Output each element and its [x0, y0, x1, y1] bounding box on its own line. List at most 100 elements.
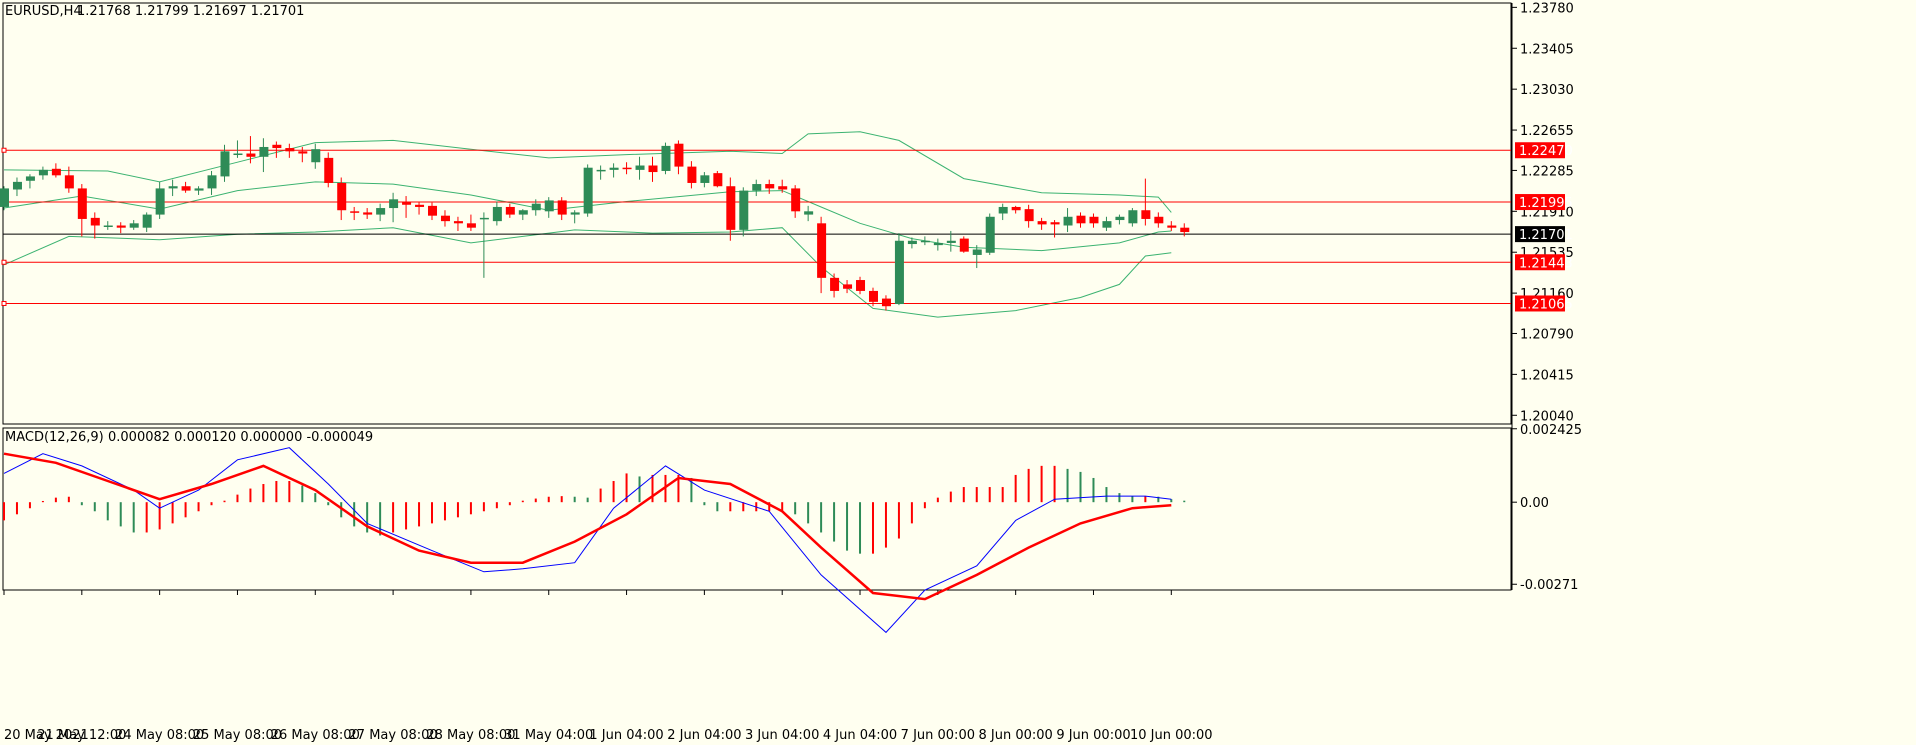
candle — [233, 140, 243, 158]
candle — [1063, 208, 1073, 233]
price-pane-frame — [2, 2, 1512, 425]
candle — [557, 197, 567, 221]
time-tick-label: 1 Jun 04:00 — [589, 728, 663, 743]
time-tick-label: 25 May 08:00 — [193, 728, 282, 743]
candle-body — [1167, 225, 1177, 228]
candle — [1154, 212, 1164, 228]
candle-body — [505, 206, 515, 215]
candle — [791, 185, 801, 218]
candle-body — [1089, 216, 1099, 224]
bid-price-tag — [1515, 226, 1565, 243]
level-anchor — [1, 259, 7, 265]
candle-body — [868, 290, 878, 302]
candle-body — [466, 223, 476, 228]
level-anchor — [1, 147, 7, 153]
candle-body — [518, 210, 528, 215]
candle — [830, 273, 840, 298]
ohlc-readout: 1.21768 1.21799 1.21697 1.21701 — [77, 4, 304, 19]
candle — [531, 199, 541, 216]
candle — [363, 208, 373, 219]
candle-body — [894, 240, 904, 305]
candle — [843, 280, 853, 294]
candle-body — [972, 249, 982, 255]
symbol-label: EURUSD,H4 — [5, 4, 82, 19]
candle — [324, 152, 334, 188]
level-price-tag — [1515, 295, 1565, 312]
level-anchor — [1, 300, 7, 306]
bid-price-label: 1.21701 — [1519, 228, 1573, 243]
candle — [583, 164, 593, 217]
candle — [492, 201, 502, 226]
candle-body — [38, 169, 48, 176]
candle-body — [246, 153, 256, 157]
time-tick-label: 9 Jun 00:00 — [1056, 728, 1130, 743]
candle — [959, 236, 969, 253]
candle — [674, 140, 684, 175]
candle-body — [739, 190, 749, 230]
candle — [246, 136, 256, 164]
price-tick-label: 1.23780 — [1520, 1, 1574, 16]
candle-body — [415, 204, 425, 207]
candle-body — [181, 186, 191, 191]
price-tick-label: 1.22285 — [1520, 164, 1574, 179]
candle-body — [881, 298, 891, 307]
time-tick-label: 24 May 08:00 — [115, 728, 204, 743]
candle-body — [103, 225, 113, 227]
candle-body — [1154, 216, 1164, 224]
time-tick-label: 7 Jun 00:00 — [901, 728, 975, 743]
candle-body — [713, 173, 723, 187]
candle-body — [726, 186, 736, 230]
candle — [440, 210, 450, 227]
candle-body — [207, 175, 217, 189]
candle — [726, 177, 736, 241]
candle — [38, 166, 48, 180]
candle-body — [298, 151, 308, 154]
candle — [1076, 212, 1086, 228]
candle — [765, 179, 775, 194]
candle-body — [285, 148, 295, 152]
candle — [142, 212, 152, 233]
candle — [466, 214, 476, 231]
candle-body — [311, 149, 321, 163]
candle-body — [687, 166, 697, 183]
candle — [778, 179, 788, 193]
candle-body — [272, 144, 282, 149]
candle-body — [389, 199, 399, 209]
macd-title: MACD(12,26,9) — [5, 430, 104, 445]
candle-body — [51, 168, 61, 176]
level-price-tag — [1515, 142, 1565, 159]
candle-body — [648, 165, 658, 173]
time-tick-label: 26 May 08:00 — [271, 728, 360, 743]
candle-body — [933, 242, 943, 246]
candle — [856, 276, 866, 295]
candle-body — [1180, 227, 1190, 233]
candle — [259, 138, 269, 173]
candle — [907, 237, 917, 249]
candle — [168, 179, 178, 197]
candle — [946, 230, 956, 252]
candle-body — [920, 240, 930, 243]
candle-body — [363, 212, 373, 215]
candle — [479, 212, 489, 278]
candle-body — [856, 280, 866, 291]
candle — [868, 287, 878, 307]
candle — [0, 186, 9, 211]
candle — [428, 202, 438, 221]
candle — [181, 181, 191, 193]
candle — [1024, 204, 1034, 228]
level-price-label: 1.21065 — [1519, 297, 1573, 312]
candle — [25, 174, 35, 189]
candle-body — [25, 176, 35, 181]
time-tick-label: 21 May 12:00 — [37, 728, 126, 743]
candle-body — [350, 211, 360, 213]
candle-body — [998, 206, 1008, 214]
candle — [894, 233, 904, 306]
time-tick-label: 10 Jun 00:00 — [1130, 728, 1213, 743]
candle — [622, 162, 632, 175]
candle — [648, 156, 658, 182]
candle-body — [1063, 216, 1073, 226]
candle-body — [492, 206, 502, 222]
candle-body — [596, 169, 606, 172]
